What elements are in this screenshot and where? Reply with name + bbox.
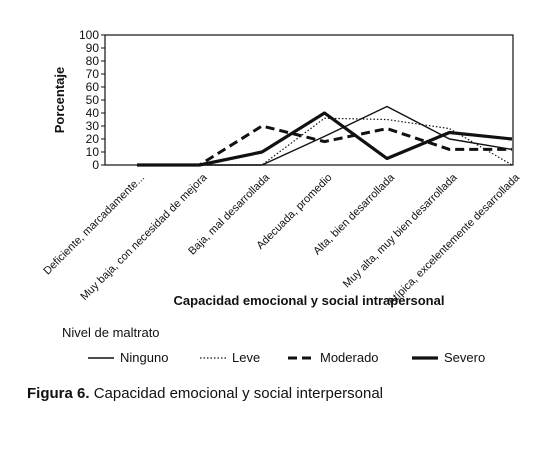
x-tick-label: Atípica, excelentemente desarrollada — [386, 171, 523, 308]
y-tick-label: 60 — [86, 80, 100, 94]
legend-title: Nivel de maltrato — [62, 325, 160, 340]
x-axis-title: Capacidad emocional y social intraperson… — [174, 293, 445, 308]
series-line-severo — [137, 111, 513, 167]
figure-caption-text: Capacidad emocional y social interperson… — [93, 385, 384, 402]
y-tick-label: 40 — [86, 106, 100, 120]
legend-label-severo: Severo — [444, 350, 485, 365]
y-tick-label: 20 — [86, 132, 100, 146]
y-tick-label: 50 — [86, 93, 100, 107]
figure-caption: Figura 6. Capacidad emocional y social i… — [27, 385, 383, 402]
y-tick-label: 100 — [79, 28, 99, 42]
y-axis-title: Porcentaje — [52, 67, 67, 133]
figure-caption-label: Figura 6. — [27, 385, 90, 402]
y-tick-label: 0 — [92, 158, 99, 172]
series-line-leve — [137, 117, 513, 166]
y-tick-label: 70 — [86, 67, 100, 81]
y-tick-label: 90 — [86, 41, 100, 55]
series-line-ninguno — [137, 105, 513, 166]
legend-label-ninguno: Ninguno — [120, 350, 168, 365]
x-tick-label: Deficiente, marcadamente... — [41, 172, 147, 278]
legend-label-moderado: Moderado — [320, 350, 379, 365]
y-tick-label: 10 — [86, 145, 100, 159]
x-tick-label: Muy alta, muy bien desarrollada — [341, 171, 460, 290]
plot-area-frame — [104, 34, 514, 166]
y-tick-label: 80 — [86, 54, 100, 68]
legend-label-leve: Leve — [232, 350, 260, 365]
y-tick-label: 30 — [86, 119, 100, 133]
x-tick-label: Muy baja, con necesidad de mejora — [78, 171, 210, 303]
